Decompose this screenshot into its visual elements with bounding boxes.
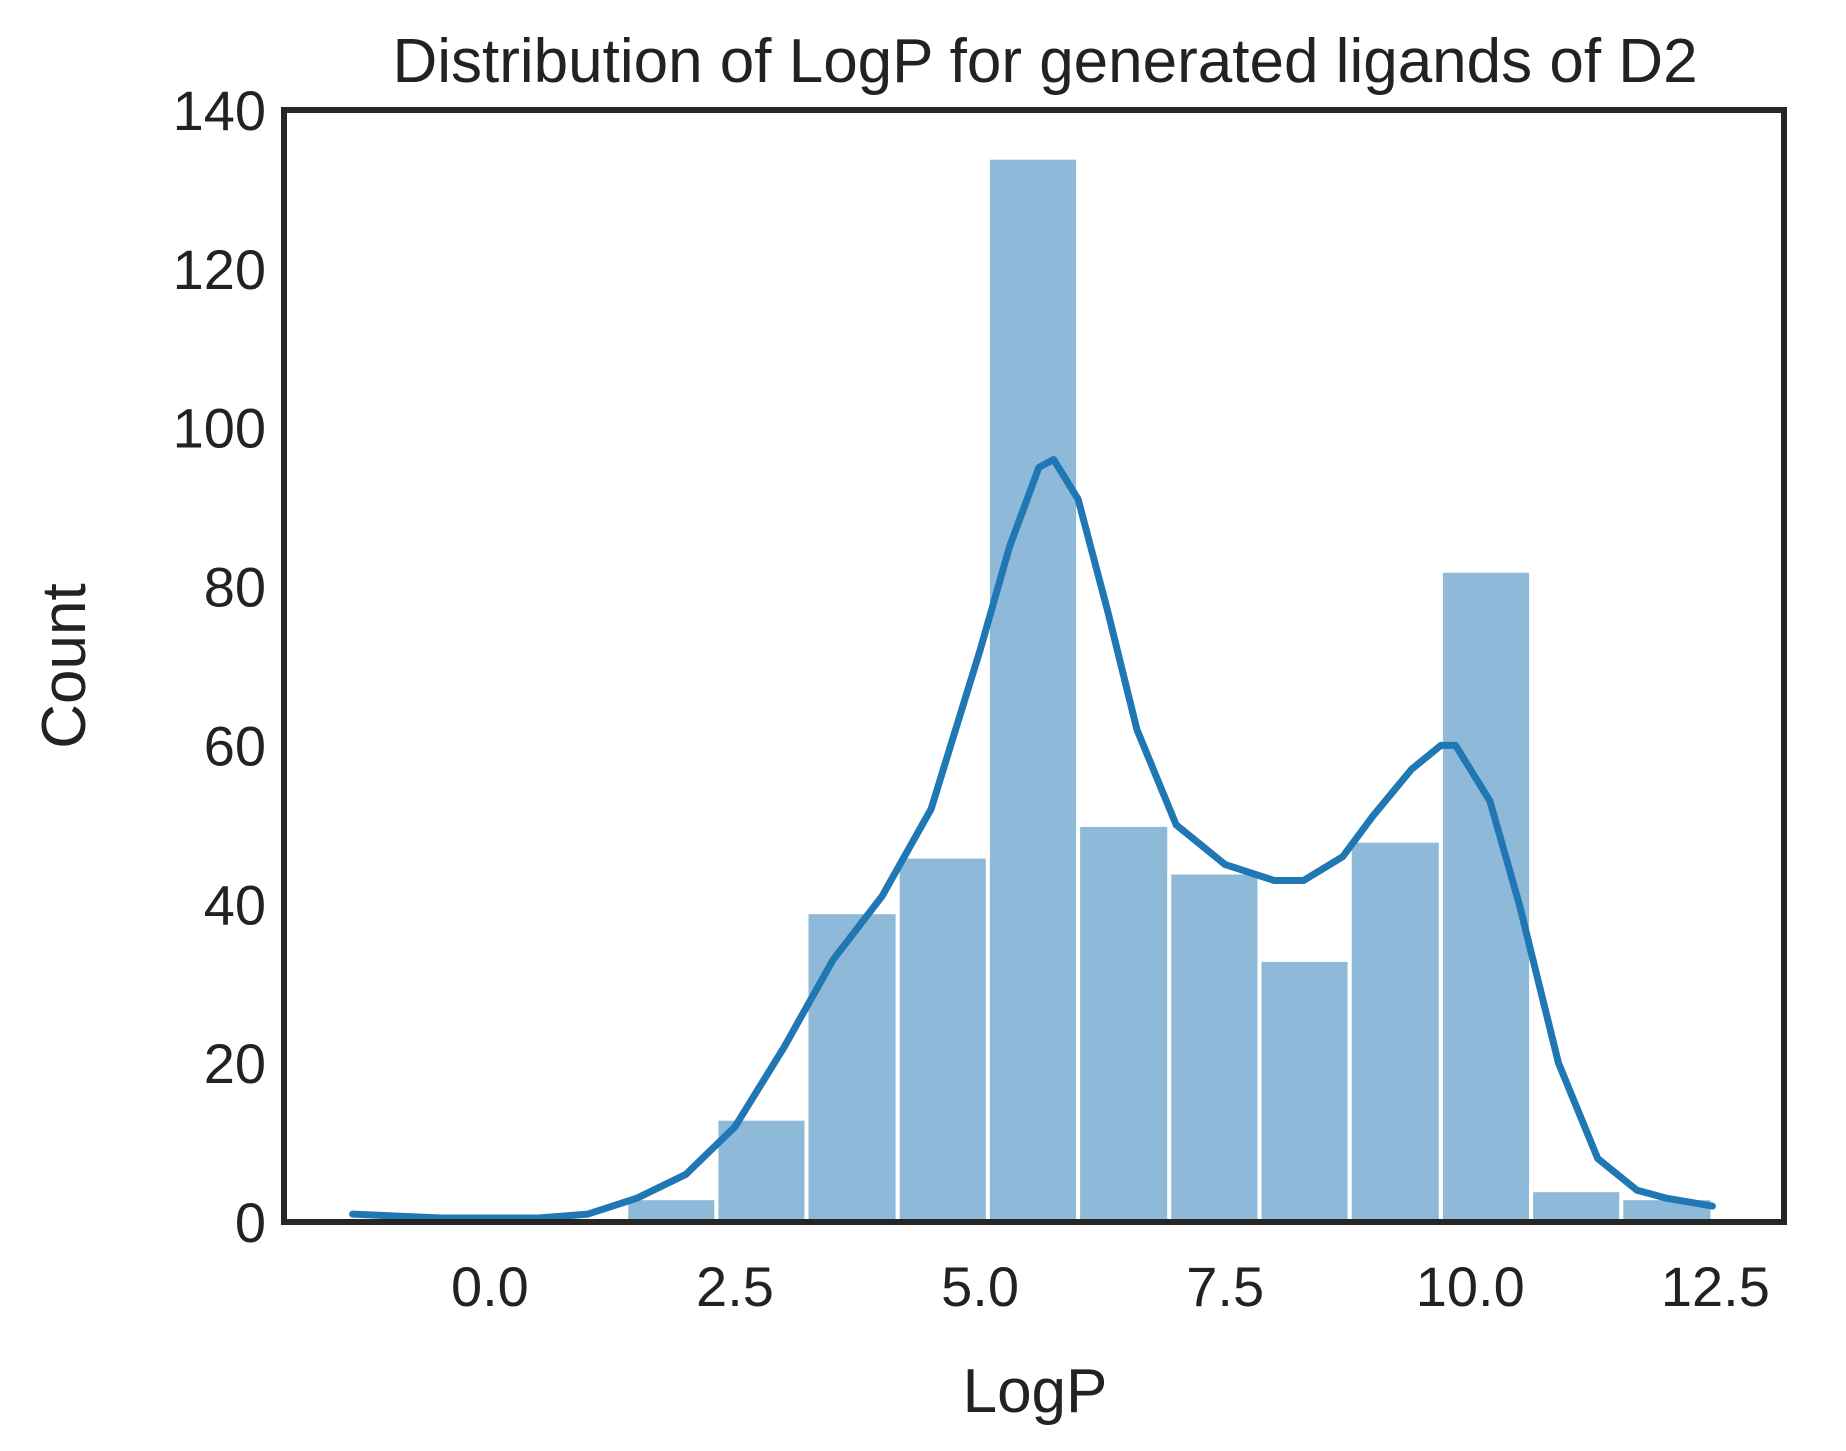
- x-axis-ticks: 0.0 2.5 5.0 7.5 10.0 12.5: [451, 1255, 1770, 1318]
- x-tick-label: 0.0: [451, 1255, 529, 1318]
- y-tick-label: 0: [235, 1191, 266, 1254]
- histogram-bar-5: [1076, 822, 1172, 1225]
- y-tick-label: 80: [204, 556, 266, 619]
- histogram-bar-2: [804, 910, 900, 1224]
- x-tick-label: 10.0: [1416, 1255, 1525, 1318]
- y-tick-label: 60: [204, 714, 266, 777]
- x-axis-label: LogP: [963, 1357, 1108, 1426]
- y-tick-label: 40: [204, 873, 266, 936]
- histogram-bar-7: [1257, 957, 1352, 1225]
- histogram-bars: [624, 155, 1715, 1225]
- y-tick-label: 140: [173, 79, 266, 142]
- histogram-bar-10: [1529, 1188, 1624, 1224]
- histogram-bar-3: [895, 854, 990, 1224]
- plot-frame: [281, 107, 1787, 1225]
- histogram-bar-0: [624, 1196, 719, 1224]
- y-tick-label: 20: [204, 1032, 266, 1095]
- chart-title: Distribution of LogP for generated ligan…: [392, 27, 1697, 96]
- histogram-bar-6: [1167, 870, 1262, 1224]
- y-tick-label: 120: [173, 238, 266, 301]
- y-tick-label: 100: [173, 397, 266, 460]
- histogram-bar-4: [985, 155, 1081, 1225]
- kde-curve: [349, 456, 1716, 1222]
- x-tick-label: 7.5: [1186, 1255, 1264, 1318]
- y-axis-ticks: 0 20 40 60 80 100 120 140: [173, 79, 266, 1254]
- y-axis-label: Count: [30, 583, 99, 748]
- histogram-bar-8: [1347, 838, 1443, 1224]
- x-tick-label: 12.5: [1661, 1255, 1770, 1318]
- x-tick-label: 5.0: [941, 1255, 1019, 1318]
- x-tick-label: 2.5: [696, 1255, 774, 1318]
